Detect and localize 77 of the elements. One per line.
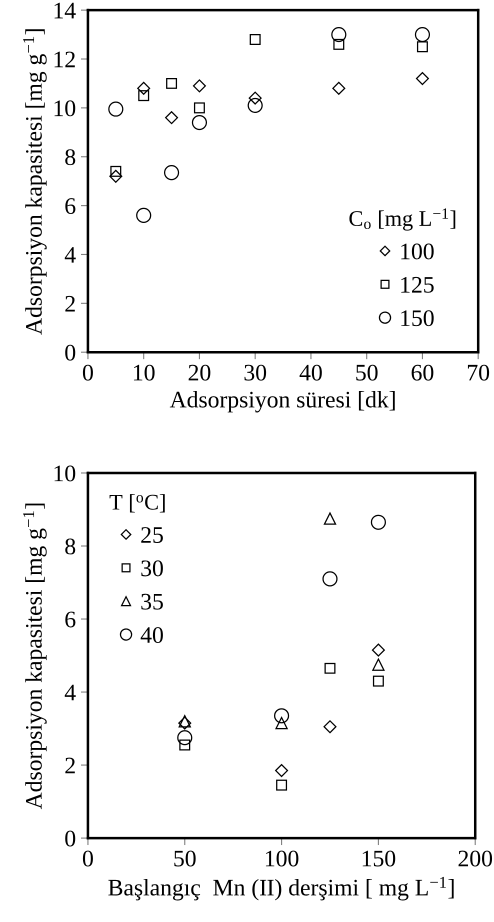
- point: [137, 82, 150, 95]
- point: [194, 102, 205, 114]
- point: [177, 730, 192, 746]
- point: [322, 571, 338, 586]
- x-tick-label: 50: [356, 364, 378, 381]
- x-tick-label: 100: [266, 850, 298, 867]
- y-tick-label: 4: [64, 684, 76, 700]
- point: [178, 716, 192, 730]
- point: [416, 72, 429, 86]
- point: [372, 676, 384, 687]
- point: [109, 170, 122, 183]
- point: [166, 78, 178, 89]
- y-tick-label: 10: [54, 100, 76, 116]
- point: [248, 92, 262, 105]
- point: [324, 512, 336, 525]
- point: [164, 165, 180, 180]
- point: [333, 38, 344, 50]
- point: [276, 780, 288, 791]
- y-tick-label: 6: [65, 198, 76, 214]
- point: [332, 82, 346, 95]
- point: [165, 111, 178, 124]
- point: [250, 34, 261, 45]
- y-tick-label: 2: [65, 296, 75, 312]
- x-axis-title: Başlangıç Mn (II) derşimi [ mg L$^{−1}$]: [108, 876, 454, 900]
- point: [324, 662, 336, 674]
- y-axis-title: Adsorpsiyon kapasitesi [mg g$^{−1}$]: [23, 504, 47, 810]
- point: [192, 79, 206, 92]
- legend-label: 125: [401, 276, 434, 293]
- x-tick-label: 0: [82, 364, 93, 381]
- point: [331, 27, 346, 42]
- point: [275, 764, 288, 778]
- point: [275, 716, 288, 730]
- point: [274, 708, 290, 724]
- point: [136, 208, 152, 223]
- point: [192, 114, 208, 130]
- point: [108, 102, 124, 117]
- y-tick-label: 14: [54, 2, 76, 18]
- point: [138, 90, 150, 102]
- point: [248, 98, 263, 113]
- x-tick-label: 10: [134, 364, 155, 381]
- y-axis-title: Adsorpsiyon kapasitesi [mg g$^{−1}$]: [23, 29, 47, 335]
- point: [372, 658, 385, 671]
- point: [323, 720, 337, 734]
- y-tick-label: 12: [54, 52, 75, 68]
- x-tick-label: 50: [174, 850, 196, 867]
- y-tick-label: 8: [65, 538, 76, 554]
- legend-label: 35: [141, 594, 163, 610]
- y-tick-label: 4: [64, 247, 76, 263]
- y-tick-label: 0: [65, 830, 76, 847]
- point: [370, 514, 386, 530]
- point: [372, 644, 385, 657]
- legend-label: 30: [141, 560, 163, 576]
- y-tick-label: 10: [54, 465, 76, 482]
- legend-label: 100: [401, 244, 434, 260]
- point: [414, 27, 430, 42]
- x-tick-label: 30: [244, 364, 266, 381]
- x-tick-label: 60: [412, 364, 434, 381]
- y-tick-label: 0: [65, 344, 76, 361]
- x-tick-label: 20: [188, 364, 210, 381]
- x-tick-label: 150: [362, 850, 396, 867]
- x-tick-label: 40: [300, 364, 322, 381]
- x-tick-label: 70: [468, 364, 490, 381]
- point: [416, 41, 428, 52]
- y-tick-label: 8: [65, 149, 76, 166]
- point: [178, 715, 191, 728]
- legend-title: T [$^{o}$C]: [110, 494, 165, 512]
- legend-label: 25: [141, 527, 163, 543]
- legend-label: 150: [401, 310, 434, 326]
- x-tick-label: 200: [458, 850, 492, 867]
- point: [110, 166, 122, 177]
- y-tick-label: 2: [65, 758, 75, 774]
- point: [179, 740, 190, 750]
- x-tick-label: 0: [82, 850, 93, 867]
- legend-title: C$_{o}$ [mg L$^{−1}$]: [349, 208, 456, 231]
- legend-label: 40: [140, 627, 163, 644]
- y-tick-label: 6: [65, 612, 76, 628]
- x-axis-title: Adsorpsiyon süresi [dk]: [170, 390, 395, 412]
